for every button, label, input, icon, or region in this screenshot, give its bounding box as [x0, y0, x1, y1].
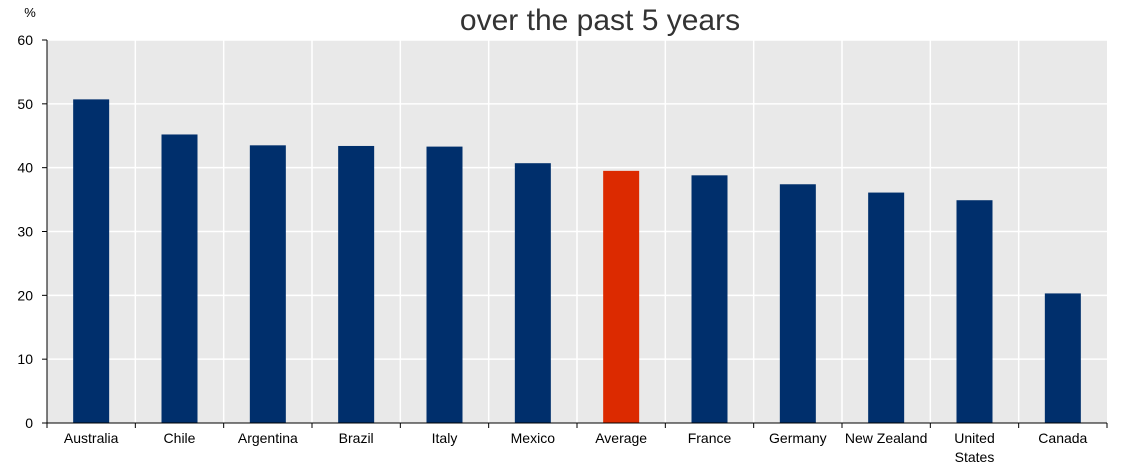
gridlines [47, 39, 1107, 423]
bar [956, 200, 993, 423]
y-tick-label: 40 [17, 160, 33, 176]
x-tick-label: Chile [164, 430, 196, 446]
bar [514, 163, 551, 423]
x-tick-label: United States [954, 430, 994, 465]
x-tick-label: Canada [1038, 430, 1087, 446]
chart-title: over the past 5 years [460, 4, 740, 37]
bar [73, 99, 110, 424]
y-tick-label: 30 [17, 224, 33, 240]
bar [249, 145, 286, 423]
x-tick-label: Argentina [238, 430, 298, 446]
y-tick-label: 20 [17, 287, 33, 303]
bar [426, 146, 463, 423]
x-tick-label: Australia [64, 430, 119, 446]
y-tick-label: 60 [17, 32, 33, 48]
y-axis-unit-label: % [24, 5, 36, 20]
tick-labels: 0 10 20 30 40 50 60 Australia Chile Argentina Braz… [17, 32, 1087, 465]
x-tick-label: New Zealand [845, 430, 928, 446]
x-tick-label: Brazil [339, 430, 374, 446]
x-tick-label: Germany [769, 430, 827, 446]
x-tick-label: France [688, 430, 732, 446]
bar [691, 175, 728, 423]
y-tick-label: 50 [17, 96, 33, 112]
x-tick-label: Mexico [511, 430, 556, 446]
bar [868, 192, 905, 423]
bar [779, 184, 816, 423]
x-tick-label: Italy [432, 430, 458, 446]
x-tick-label: Average [595, 430, 647, 446]
y-tick-label: 0 [25, 415, 33, 431]
y-tick-label: 10 [17, 351, 33, 367]
bars [73, 99, 1081, 424]
bar [1044, 293, 1081, 423]
bar [161, 134, 198, 423]
bar [603, 170, 640, 423]
bar [338, 145, 375, 424]
axes [42, 39, 1108, 428]
